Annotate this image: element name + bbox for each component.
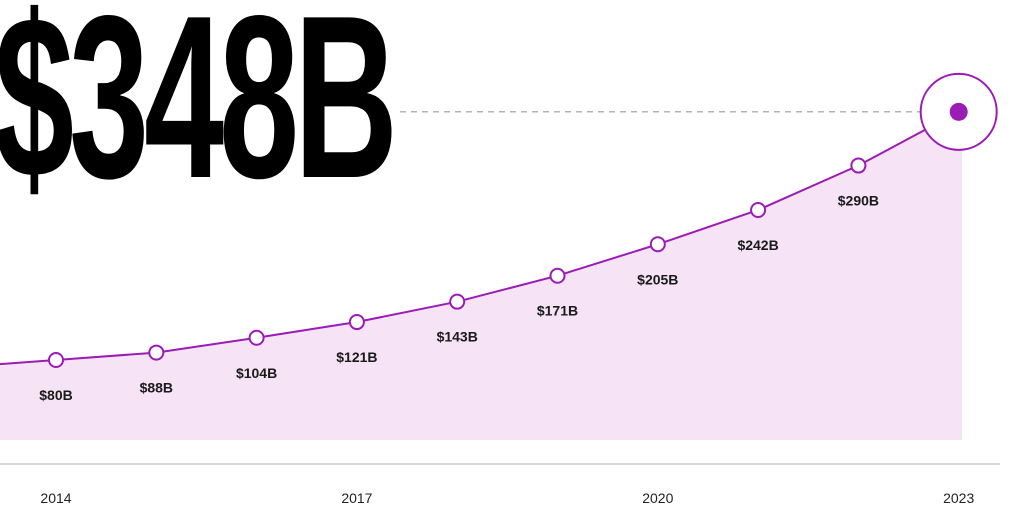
data-label: $88B <box>140 380 173 396</box>
data-point <box>549 267 566 284</box>
data-label: $290B <box>838 193 879 209</box>
data-label: $171B <box>537 303 578 319</box>
x-tick-label: 2023 <box>943 490 974 506</box>
data-label: $205B <box>637 271 678 287</box>
x-tick-label: 2017 <box>341 490 372 506</box>
data-point <box>750 201 767 218</box>
data-point <box>48 352 64 368</box>
data-point <box>449 293 466 310</box>
data-point <box>850 157 867 174</box>
data-point <box>248 329 265 346</box>
highlight-point <box>949 102 968 121</box>
data-label: $242B <box>737 237 778 253</box>
data-label: $143B <box>437 329 478 345</box>
data-point <box>148 344 165 361</box>
data-point <box>649 236 666 253</box>
data-label: $80B <box>39 387 72 403</box>
headline-value: $348B <box>0 0 398 227</box>
x-tick-label: 2014 <box>40 490 71 506</box>
area-fill <box>0 111 962 441</box>
data-label: $121B <box>336 349 377 365</box>
data-point <box>348 314 365 331</box>
x-tick-label: 2020 <box>642 490 673 506</box>
data-label: $104B <box>236 365 277 381</box>
